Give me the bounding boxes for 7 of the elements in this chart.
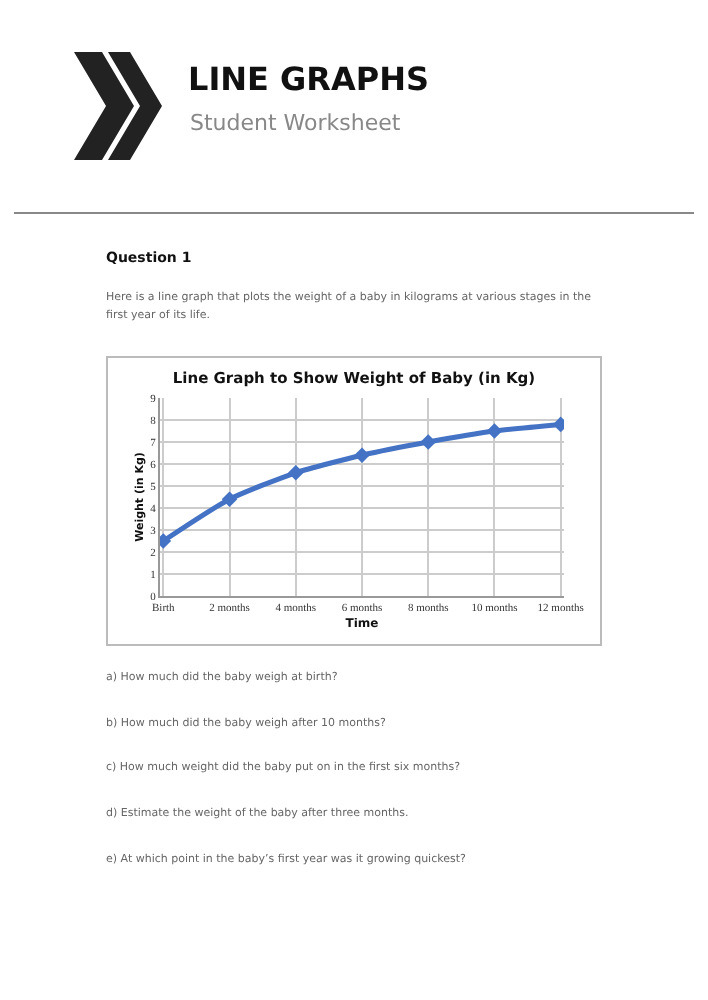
point bbox=[287, 465, 304, 481]
point bbox=[420, 434, 437, 450]
point bbox=[486, 423, 503, 439]
text: Student Worksheet bbox=[190, 110, 401, 136]
text: LINE GRAPHS bbox=[188, 60, 430, 98]
point bbox=[354, 447, 370, 463]
point bbox=[221, 491, 238, 507]
